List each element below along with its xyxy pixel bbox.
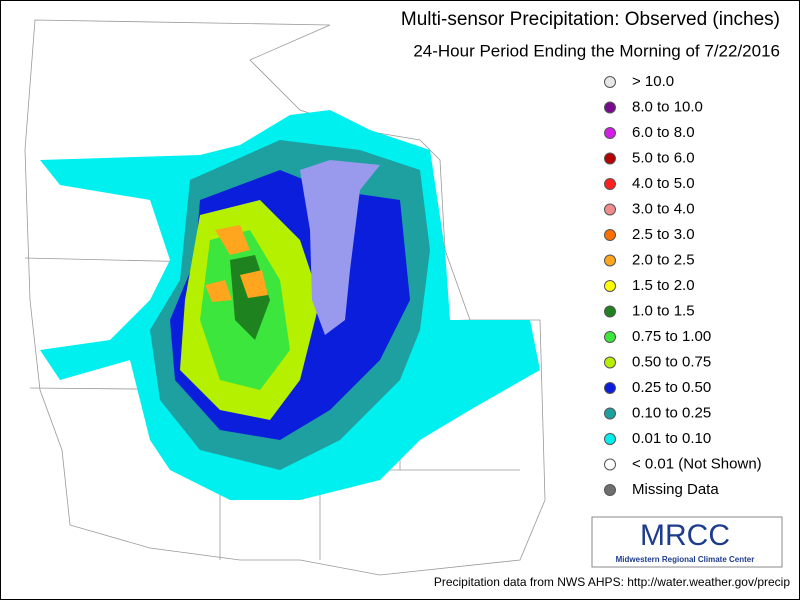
logo-box — [591, 516, 783, 568]
legend-label: 0.50 to 0.75 — [632, 353, 711, 370]
legend-label: 0.75 to 1.00 — [632, 328, 711, 345]
legend-label: 0.01 to 0.10 — [632, 430, 711, 447]
legend-swatch — [604, 433, 616, 445]
precip-field — [40, 110, 540, 500]
legend-label: < 0.01 (Not Shown) — [632, 455, 762, 472]
legend-swatch — [604, 382, 616, 394]
legend-swatch — [604, 458, 616, 471]
legend-label: 5.0 to 6.0 — [632, 149, 695, 166]
legend-swatch — [604, 331, 616, 343]
legend-swatch — [604, 484, 616, 496]
legend-swatch — [604, 152, 616, 165]
legend: > 10.0 8.0 to 10.0 6.0 to 8.0 5.0 to 6.0 4.0… — [604, 73, 762, 498]
legend-label: 1.0 to 1.5 — [632, 302, 695, 319]
area-orange — [205, 225, 268, 302]
title: Multi-sensor Precipitation: Observed (in… — [401, 9, 780, 30]
legend-swatch — [604, 356, 616, 369]
legend-label: 4.0 to 5.0 — [632, 175, 695, 192]
legend-label: 6.0 to 8.0 — [632, 124, 695, 141]
logo-full-name: Midwestern Regional Climate Center — [616, 555, 755, 564]
legend-label: > 10.0 — [632, 73, 674, 90]
legend-swatch — [604, 280, 616, 292]
legend-swatch — [604, 127, 616, 139]
legend-swatch — [604, 203, 616, 216]
legend-swatch — [604, 76, 616, 88]
legend-swatch — [604, 178, 616, 190]
logo-name: MRCC — [640, 519, 730, 552]
lake-michigan — [300, 160, 380, 335]
legend-label: 8.0 to 10.0 — [632, 98, 703, 115]
legend-label: 1.5 to 2.0 — [632, 277, 695, 294]
legend-swatch — [604, 305, 616, 318]
legend-label: 2.0 to 2.5 — [632, 251, 695, 268]
legend-label: 0.25 to 0.50 — [632, 379, 711, 396]
legend-swatch — [604, 229, 616, 241]
legend-label: 3.0 to 4.0 — [632, 200, 695, 217]
legend-label: Missing Data — [632, 481, 719, 498]
footer: Precipitation data from NWS AHPS: http:/… — [434, 575, 790, 589]
legend-swatch — [604, 254, 616, 267]
legend-label: 2.5 to 3.0 — [632, 226, 695, 243]
legend-label: 0.10 to 0.25 — [632, 404, 711, 421]
legend-swatch — [604, 101, 616, 114]
legend-swatch — [604, 407, 616, 420]
subtitle: 24-Hour Period Ending the Morning of 7/2… — [413, 41, 780, 60]
